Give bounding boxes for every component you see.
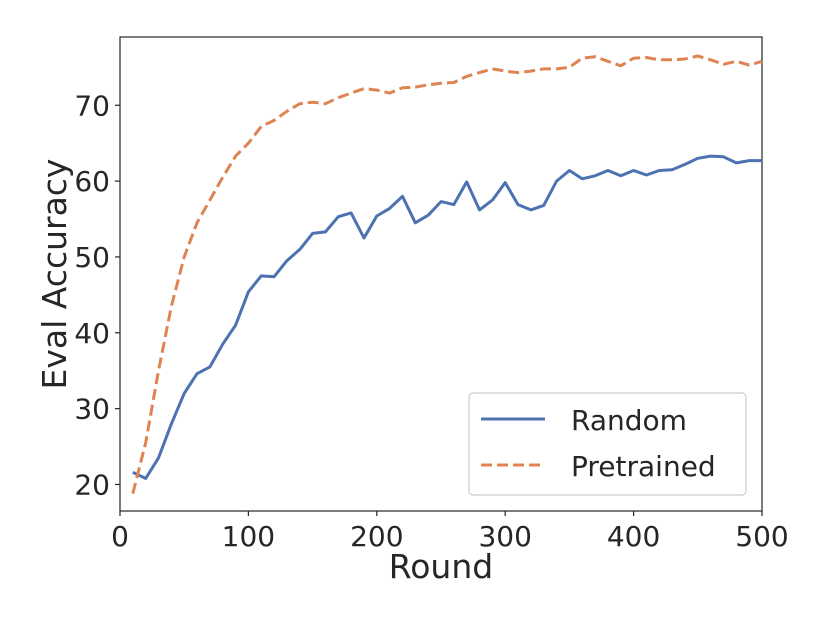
series-line-pretrained <box>131 54 763 494</box>
y-tick-label: 30 <box>74 393 110 426</box>
series-line-random <box>132 154 762 480</box>
x-tick-label: 500 <box>735 520 788 553</box>
y-tick-label: 60 <box>74 165 110 198</box>
y-tick-label: 50 <box>74 241 110 274</box>
x-axis-label: Round <box>389 547 493 586</box>
y-tick-label: 70 <box>74 89 110 122</box>
y-axis-label: Eval Accuracy <box>35 159 74 390</box>
series-layer <box>131 54 763 494</box>
x-tick-label: 300 <box>478 520 531 553</box>
x-tick-label: 100 <box>222 520 275 553</box>
legend: Random Pretrained <box>468 392 747 496</box>
x-tick-label: 400 <box>607 520 660 553</box>
tick-layer: 0 100 200 300 400 500 20 30 40 50 60 70 <box>74 89 788 553</box>
y-tick-label: 20 <box>74 468 110 501</box>
x-tick-label: 200 <box>350 520 403 553</box>
y-tick-label: 40 <box>74 317 110 350</box>
legend-label-pretrained: Pretrained <box>571 450 716 483</box>
x-tick-label: 0 <box>111 520 129 553</box>
legend-label-random: Random <box>571 404 687 437</box>
